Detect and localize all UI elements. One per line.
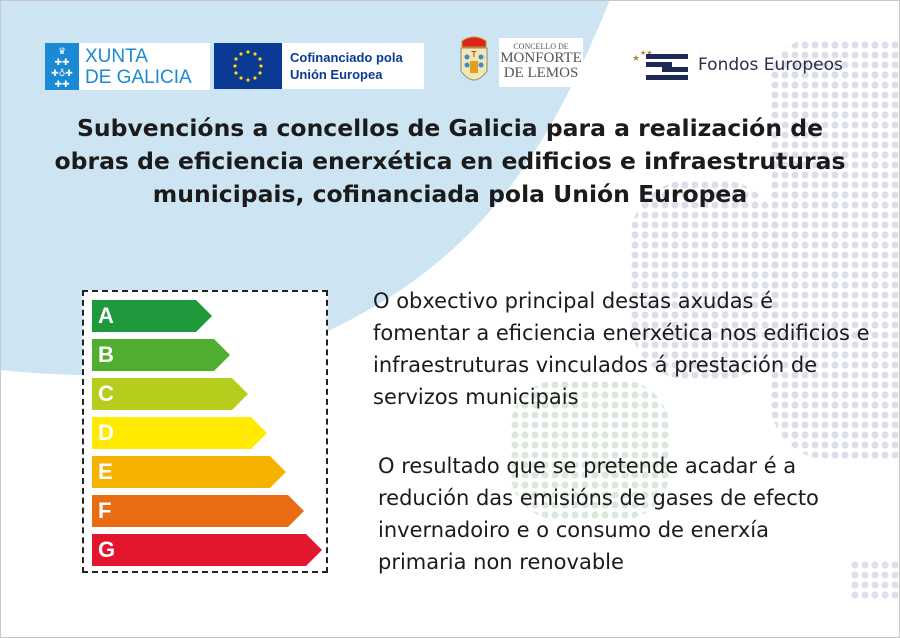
map-dots-decoration (630, 180, 780, 380)
objective-paragraph: O obxectivo principal destas axudas é fo… (373, 289, 870, 409)
eu-line2: Unión Europea (290, 67, 383, 82)
energy-class-a: A (92, 300, 212, 332)
svg-text:★: ★ (632, 54, 640, 64)
map-dots-decoration (770, 40, 900, 460)
result-paragraph: O resultado que se pretende acadar é a r… (378, 454, 819, 574)
fondos-europeos-text: Fondos Europeos (698, 55, 843, 75)
map-dots-decoration (850, 560, 900, 600)
xunta-line2: DE GALICIA (85, 67, 192, 88)
fondos-europeos-logo: ★ ★★ Fondos Europeos (632, 47, 843, 83)
svg-text:★★: ★★ (640, 49, 653, 57)
energy-class-c: C (92, 378, 248, 410)
map-dots-decoration (510, 380, 670, 520)
energy-class-g: G (92, 534, 322, 566)
svg-text:T: T (471, 50, 477, 59)
page-title: Subvencións a concellos de Galicia para … (54, 114, 846, 208)
concello-line1: CONCELLO DE (513, 42, 569, 51)
eu-line1: Cofinanciado pola (290, 50, 403, 65)
energy-class-f: F (92, 495, 304, 527)
eu-flag-icon (214, 43, 282, 89)
eu-logo: Cofinanciado pola Unión Europea (214, 43, 424, 89)
xunta-line1: XUNTA (85, 46, 148, 67)
xunta-logo: ♛ ✚✚ ✚♁✚ ✚✚ XUNTA DE GALICIA (45, 43, 210, 90)
concello-line3: DE LEMOS (503, 65, 579, 81)
xunta-shield-icon: ♛ ✚✚ ✚♁✚ ✚✚ (45, 43, 79, 90)
concello-logo: CONCELLO DE MONFORTE DE LEMOS (499, 38, 583, 87)
monforte-coat-of-arms-icon: T (458, 33, 490, 89)
fondos-europeos-icon: ★★★ (632, 49, 688, 80)
energy-class-d: D (92, 417, 267, 449)
concello-line2: MONFORTE (500, 50, 582, 66)
energy-efficiency-label: A B C D E F G (82, 290, 328, 573)
energy-class-b: B (92, 339, 230, 371)
energy-class-e: E (92, 456, 286, 488)
